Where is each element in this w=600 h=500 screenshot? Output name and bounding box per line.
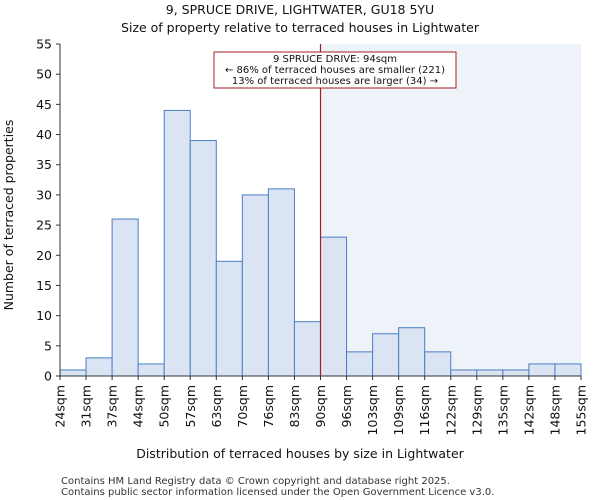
y-tick-label: 40 bbox=[36, 127, 52, 142]
y-tick-label: 10 bbox=[36, 308, 52, 323]
x-tick-label: 83sqm bbox=[287, 385, 302, 428]
x-tick-label: 31sqm bbox=[79, 385, 94, 428]
y-axis-label: Number of terraced properties bbox=[1, 120, 16, 311]
footer-line-2: Contains public sector information licen… bbox=[61, 487, 494, 498]
bar-10 bbox=[320, 236, 348, 377]
bar-14 bbox=[424, 351, 452, 377]
bar-7 bbox=[241, 194, 269, 377]
x-tick-label: 50sqm bbox=[157, 385, 172, 428]
x-tick-label: 37sqm bbox=[105, 385, 120, 428]
bar-4 bbox=[163, 109, 191, 377]
bar-1 bbox=[85, 357, 113, 377]
highlight-region bbox=[320, 44, 581, 376]
chart-title: 9, SPRUCE DRIVE, LIGHTWATER, GU18 5YU bbox=[166, 2, 434, 17]
plot-area: 0 5 10 15 20 25 30 35 40 45 50 55 24sqm 31sqm 37sqm 44s… bbox=[36, 37, 588, 436]
y-tick-label: 55 bbox=[36, 37, 52, 52]
x-tick-label: 90sqm bbox=[313, 385, 328, 428]
x-tick-label: 122sqm bbox=[443, 385, 458, 435]
y-tick-label: 0 bbox=[44, 369, 52, 384]
x-tick-label: 142sqm bbox=[521, 385, 536, 435]
footer-line-1: Contains HM Land Registry data © Crown c… bbox=[61, 476, 450, 487]
chart-subtitle: Size of property relative to terraced ho… bbox=[121, 20, 480, 35]
bar-5 bbox=[189, 140, 217, 377]
bar-13 bbox=[398, 327, 426, 377]
bar-19 bbox=[554, 363, 582, 377]
x-tick-label: 135sqm bbox=[495, 385, 510, 435]
annotation-box bbox=[213, 51, 457, 89]
y-tick-label: 30 bbox=[36, 187, 52, 202]
bar-8 bbox=[267, 188, 295, 377]
y-tick-label: 20 bbox=[36, 248, 52, 263]
y-tick-label: 5 bbox=[44, 338, 52, 353]
bar-0 bbox=[59, 369, 87, 377]
x-tick-label: 44sqm bbox=[131, 385, 146, 428]
bar-3 bbox=[137, 363, 165, 377]
bar-11 bbox=[346, 351, 374, 377]
annotation-line-3: 13% of terraced houses are larger (34) → bbox=[232, 76, 438, 87]
annotation-line-2: ← 86% of terraced houses are smaller (22… bbox=[225, 65, 445, 76]
x-tick-label: 103sqm bbox=[365, 385, 380, 435]
y-tick-label: 25 bbox=[36, 218, 52, 233]
x-axis-label: Distribution of terraced houses by size … bbox=[136, 446, 464, 461]
bar-12 bbox=[372, 333, 400, 377]
bar-15 bbox=[450, 369, 478, 377]
y-tick-label: 35 bbox=[36, 157, 52, 172]
x-tick-label: 24sqm bbox=[53, 385, 68, 428]
x-tick-label: 109sqm bbox=[391, 385, 406, 435]
x-tick-label: 70sqm bbox=[235, 385, 250, 428]
bar-18 bbox=[528, 363, 556, 377]
annotation-line-1: 9 SPRUCE DRIVE: 94sqm bbox=[273, 54, 397, 65]
x-tick-label: 155sqm bbox=[574, 385, 589, 435]
x-tick-label: 63sqm bbox=[209, 385, 224, 428]
y-tick-label: 45 bbox=[36, 97, 52, 112]
bar-17 bbox=[502, 369, 530, 377]
bar-6 bbox=[215, 260, 243, 377]
x-tick-label: 148sqm bbox=[547, 385, 562, 435]
x-tick-label: 76sqm bbox=[261, 385, 276, 428]
bar-9 bbox=[293, 321, 322, 377]
y-tick-label: 50 bbox=[36, 67, 52, 82]
y-tick-label: 15 bbox=[36, 278, 52, 293]
x-tick-label: 57sqm bbox=[183, 385, 198, 428]
x-tick-label: 116sqm bbox=[417, 385, 432, 435]
bar-2 bbox=[111, 218, 139, 377]
x-tick-label: 129sqm bbox=[469, 385, 484, 435]
bar-16 bbox=[476, 369, 504, 377]
x-tick-label: 96sqm bbox=[339, 385, 354, 428]
